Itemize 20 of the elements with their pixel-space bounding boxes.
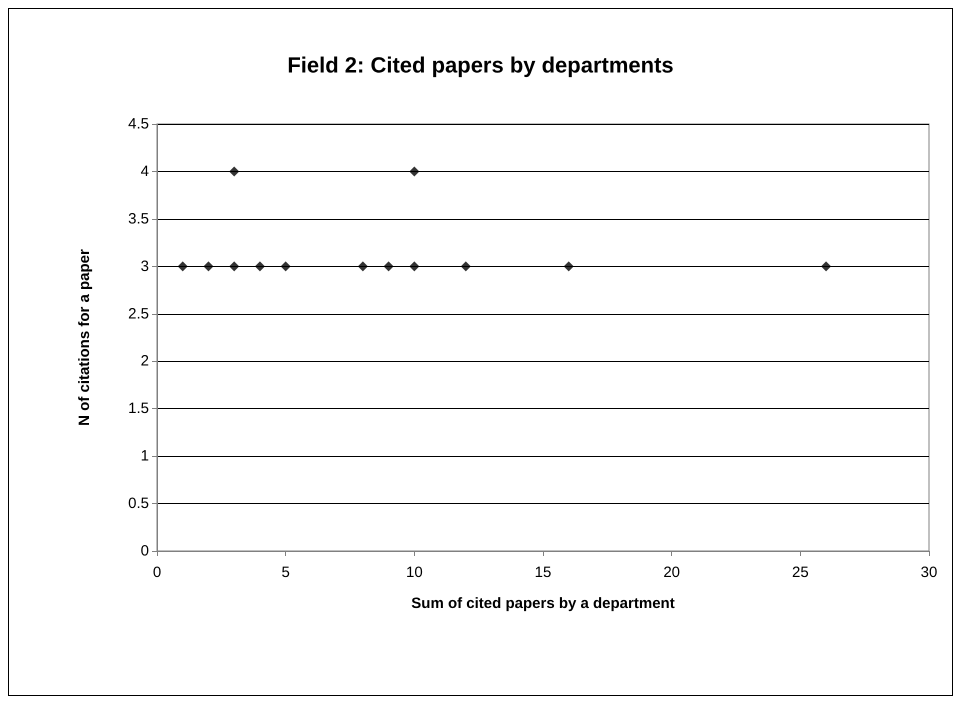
y-tick-label: 0 bbox=[140, 542, 149, 560]
y-axis-title: N of citations for a paper bbox=[76, 249, 93, 426]
x-tick-label: 25 bbox=[792, 564, 809, 581]
x-tick-label: 30 bbox=[920, 564, 938, 581]
y-tick-label: 2 bbox=[140, 352, 149, 370]
y-tick-label: 2.5 bbox=[128, 305, 149, 322]
x-tick-label: 10 bbox=[406, 564, 423, 581]
x-tick-label: 15 bbox=[534, 564, 552, 581]
x-tick-label: 20 bbox=[663, 564, 680, 581]
y-tick-label: 0.5 bbox=[128, 495, 149, 512]
y-tick-label: 3 bbox=[140, 258, 149, 275]
y-tick-label: 1.5 bbox=[128, 400, 149, 418]
x-axis-title: Sum of cited papers by a department bbox=[411, 595, 675, 612]
y-tick-label: 4.5 bbox=[128, 116, 149, 132]
y-tick-label: 1 bbox=[140, 448, 149, 465]
y-tick-label: 4 bbox=[140, 162, 149, 180]
y-tick-label: 3.5 bbox=[128, 210, 149, 228]
chart-title: Field 2: Cited papers by departments bbox=[287, 52, 674, 78]
x-tick-label: 0 bbox=[152, 564, 162, 581]
x-tick-label: 5 bbox=[281, 564, 290, 581]
